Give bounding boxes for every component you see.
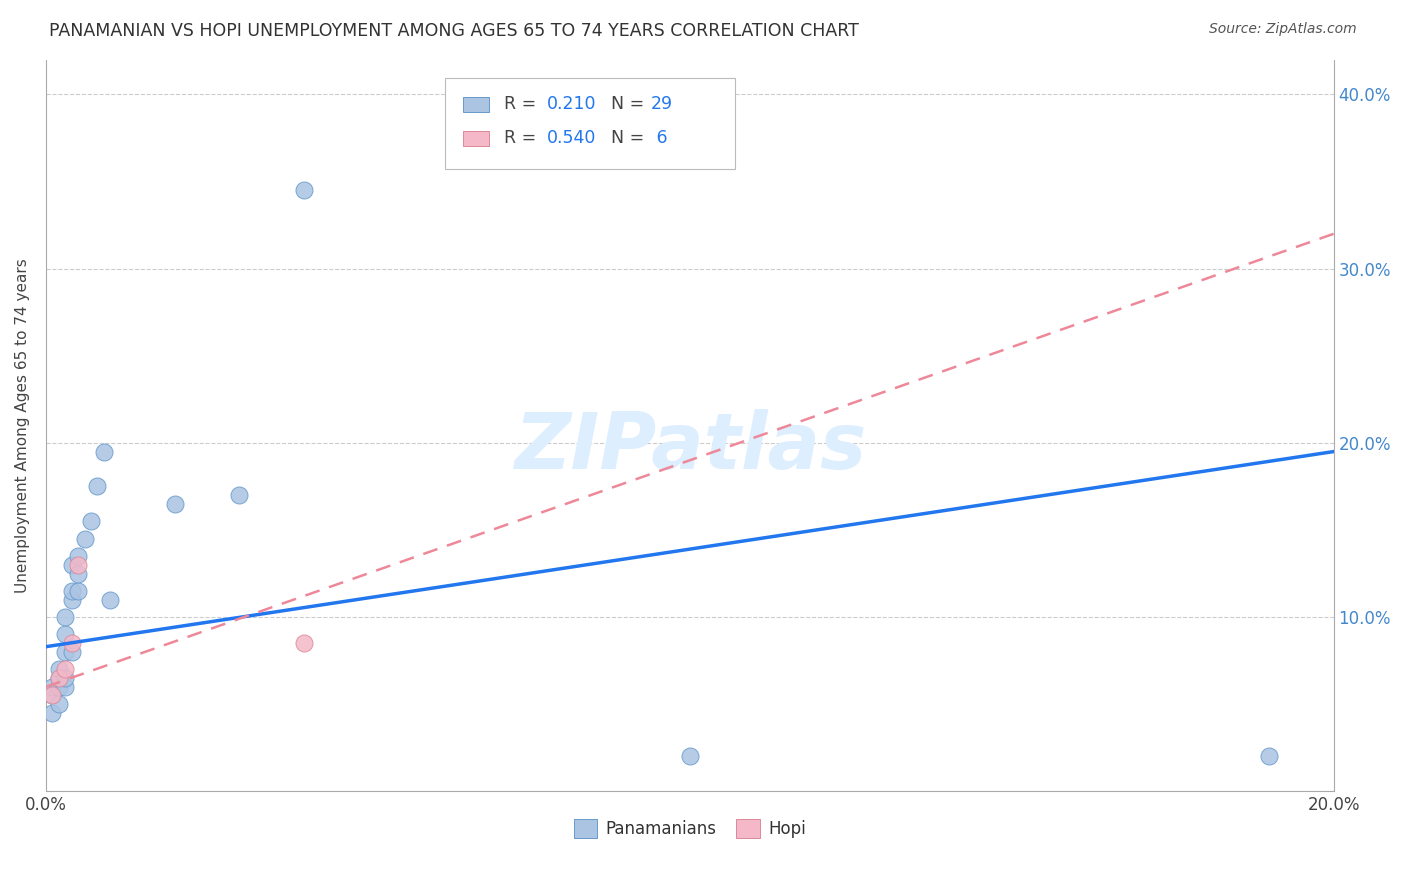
Point: [60, 645, 83, 659]
Legend: Panamanians, Hopi: Panamanians, Hopi: [567, 813, 813, 845]
Point: [53, 627, 76, 641]
Point: [60, 558, 83, 572]
Point: [292, 636, 315, 650]
Point: [48, 671, 70, 685]
Point: [93, 444, 115, 458]
Text: N =: N =: [612, 95, 650, 112]
Text: ZIPatlas: ZIPatlas: [513, 409, 866, 485]
Text: R =: R =: [505, 128, 543, 147]
Point: [48, 662, 70, 676]
Point: [41, 689, 63, 703]
Point: [60, 583, 83, 598]
Point: [86, 479, 108, 493]
Point: [228, 488, 250, 502]
Point: [53, 610, 76, 624]
Text: 0.540: 0.540: [547, 128, 596, 147]
Point: [53, 645, 76, 659]
Point: [292, 183, 315, 197]
Point: [60, 592, 83, 607]
Point: [163, 497, 186, 511]
Point: [48, 697, 70, 711]
Point: [67, 558, 90, 572]
Point: [41, 706, 63, 720]
Text: PANAMANIAN VS HOPI UNEMPLOYMENT AMONG AGES 65 TO 74 YEARS CORRELATION CHART: PANAMANIAN VS HOPI UNEMPLOYMENT AMONG AG…: [49, 22, 859, 40]
Point: [48, 671, 70, 685]
Text: N =: N =: [612, 128, 650, 147]
Point: [67, 549, 90, 563]
Point: [73, 532, 96, 546]
Point: [53, 680, 76, 694]
FancyBboxPatch shape: [446, 78, 735, 169]
Point: [53, 662, 76, 676]
Text: 6: 6: [651, 128, 668, 147]
Point: [67, 583, 90, 598]
Text: R =: R =: [505, 95, 543, 112]
FancyBboxPatch shape: [463, 131, 489, 146]
Point: [41, 680, 63, 694]
Point: [60, 636, 83, 650]
FancyBboxPatch shape: [463, 97, 489, 112]
Y-axis label: Unemployment Among Ages 65 to 74 years: Unemployment Among Ages 65 to 74 years: [15, 258, 30, 593]
Point: [53, 671, 76, 685]
Point: [1258, 749, 1281, 764]
Text: 0.210: 0.210: [547, 95, 596, 112]
Text: Source: ZipAtlas.com: Source: ZipAtlas.com: [1209, 22, 1357, 37]
Point: [41, 689, 63, 703]
Text: 29: 29: [651, 95, 673, 112]
Point: [679, 749, 702, 764]
Point: [67, 566, 90, 581]
Point: [48, 680, 70, 694]
Point: [80, 514, 103, 528]
Point: [98, 592, 121, 607]
